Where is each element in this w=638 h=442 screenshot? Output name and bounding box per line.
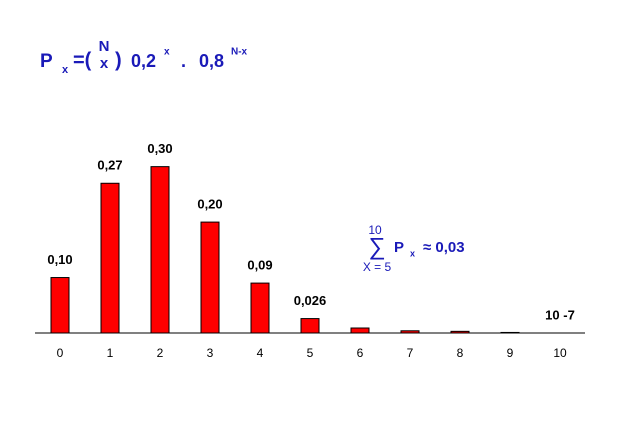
formula-base2: 0,8 <box>199 51 224 71</box>
formula-n: N <box>99 38 110 55</box>
bar <box>450 330 470 334</box>
sum-p: P <box>394 239 404 256</box>
formula-base1: 0,2 <box>131 51 156 71</box>
bar <box>50 277 70 334</box>
x-tick-label: 7 <box>407 346 414 360</box>
bar <box>350 327 370 334</box>
data-label: 0,09 <box>247 258 272 273</box>
data-label: 0,27 <box>97 158 122 173</box>
bar <box>300 318 320 334</box>
bar <box>200 221 220 334</box>
x-tick-label: 1 <box>107 346 114 360</box>
x-tick-label: 6 <box>357 346 364 360</box>
x-tick-label: 5 <box>307 346 314 360</box>
data-label: 0,10 <box>47 252 72 267</box>
data-label: 0,20 <box>197 197 222 212</box>
sum-symbol: ∑ <box>368 233 385 260</box>
formula-exp1: x <box>164 47 170 58</box>
formula-dot: . <box>181 51 186 71</box>
formula-k: x <box>100 55 109 72</box>
x-tick-label: 9 <box>507 346 514 360</box>
x-tick-label: 8 <box>457 346 464 360</box>
formula-p: P <box>40 51 53 72</box>
formula-close: ) <box>115 49 122 71</box>
bar <box>100 182 120 334</box>
x-tick-label: 3 <box>207 346 214 360</box>
sum-lower: X = 5 <box>363 260 392 274</box>
data-label: 0,026 <box>294 293 327 308</box>
sum-result: ≈ 0,03 <box>423 239 465 256</box>
data-label: 0,30 <box>147 141 172 156</box>
formula: P x =( N x ) 0,2 x . 0,8 N-x <box>40 38 248 76</box>
bar <box>150 166 170 334</box>
x-tick-label: 4 <box>257 346 264 360</box>
x-tick-label: 0 <box>57 346 64 360</box>
bar <box>400 330 420 334</box>
sum-annotation: 10 ∑ X = 5 P x ≈ 0,03 <box>363 223 465 274</box>
formula-sub: x <box>62 64 69 76</box>
x-tick-label: 2 <box>157 346 164 360</box>
sum-upper: 10 <box>368 223 382 237</box>
data-label: 10 -7 <box>545 307 575 322</box>
x-tick-label: 10 <box>553 346 567 360</box>
formula-eq: =( <box>73 49 92 71</box>
bar <box>500 331 520 334</box>
sum-sub: x <box>410 248 415 258</box>
formula-exp2: N-x <box>231 47 248 58</box>
bar <box>250 282 270 334</box>
